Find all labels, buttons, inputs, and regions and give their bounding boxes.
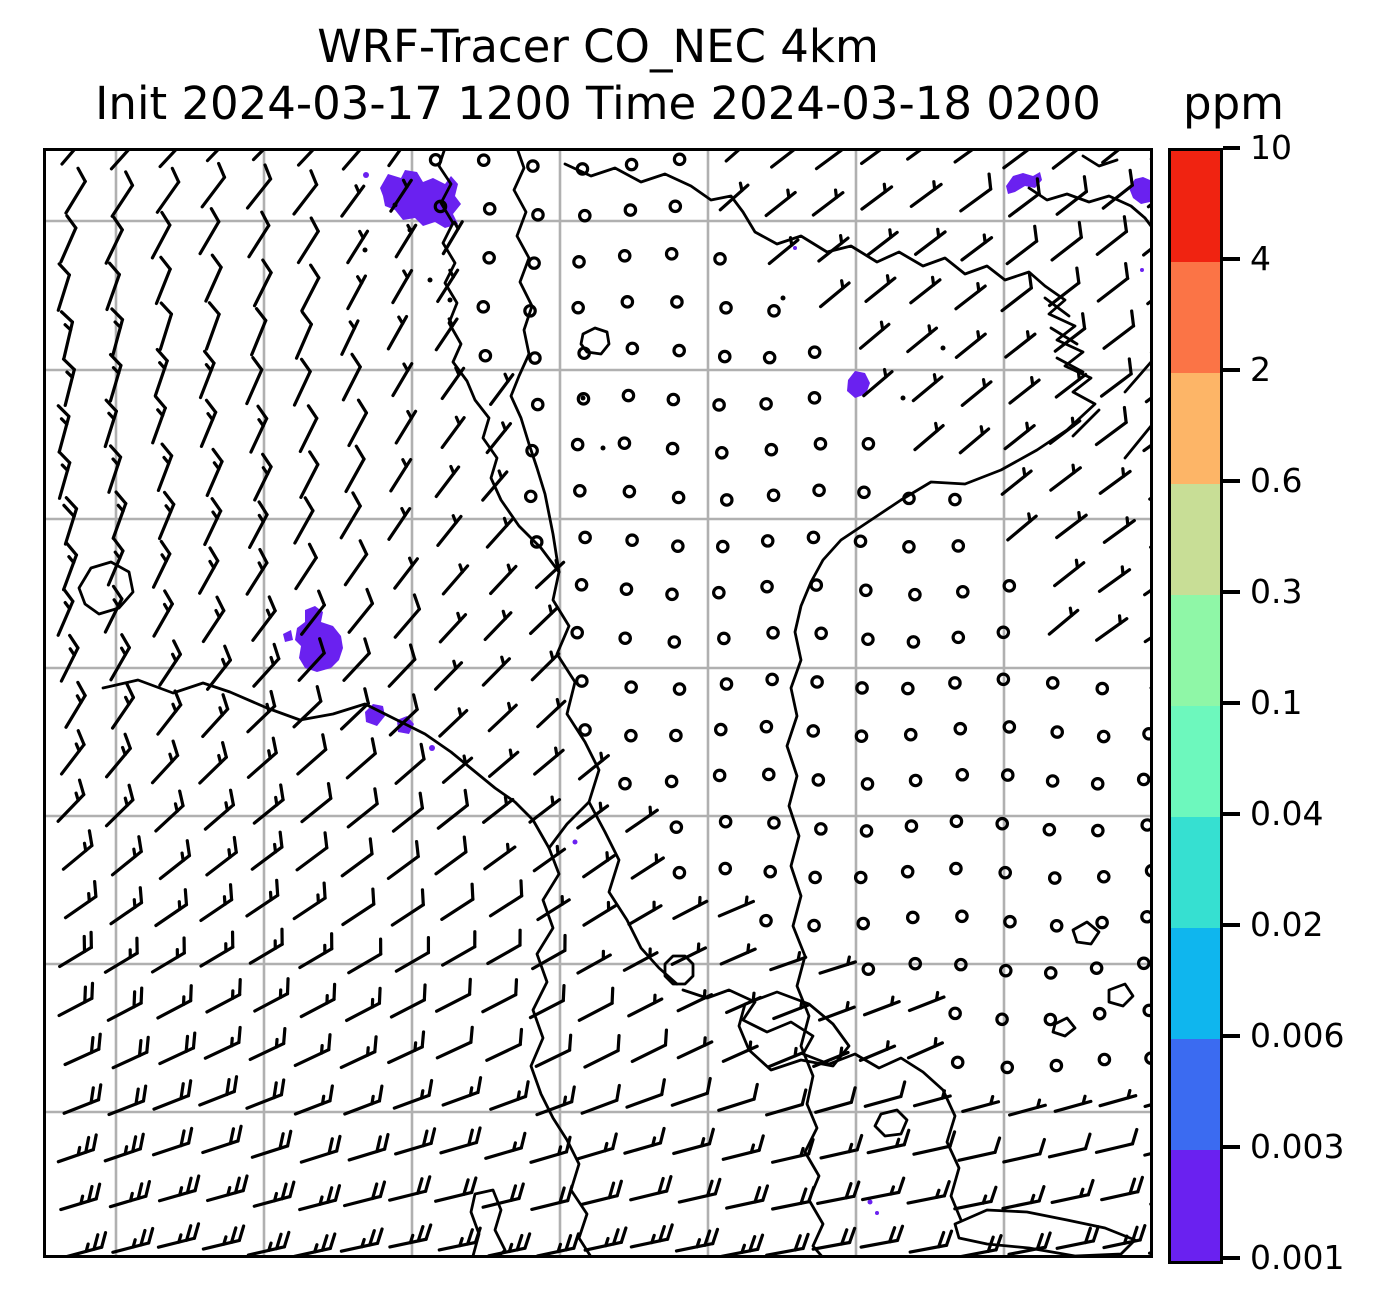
map-border	[43, 148, 1153, 1258]
colorbar-segment	[1171, 373, 1220, 484]
colorbar-tick-label: 0.003	[1250, 1127, 1345, 1166]
colorbar-tick-mark	[1223, 368, 1240, 372]
colorbar-segment	[1171, 706, 1220, 817]
colorbar-tick-mark	[1223, 701, 1240, 705]
wind-barbs	[56, 148, 1153, 1258]
colorbar-tick-label: 0.6	[1250, 461, 1303, 500]
colorbar-tick-mark	[1223, 812, 1240, 816]
colorbar-tick-mark	[1223, 479, 1240, 483]
colorbar-tick-mark	[1223, 1145, 1240, 1149]
colorbar-segment	[1171, 928, 1220, 1039]
colorbar-segment	[1171, 1150, 1220, 1261]
colorbar-tick-mark	[1223, 590, 1240, 594]
colorbar-tick-mark	[1223, 1034, 1240, 1038]
colorbar-segment	[1171, 151, 1220, 262]
colorbar-tick-label: 4	[1250, 239, 1271, 278]
colorbar-tick-mark	[1223, 146, 1240, 150]
map-background	[43, 148, 1153, 1258]
colorbar-tick-label: 10	[1250, 128, 1292, 167]
map-plot	[43, 148, 1153, 1258]
latlon-gridlines	[43, 148, 1153, 1258]
colorbar-segment	[1171, 595, 1220, 706]
colorbar-tick-label: 2	[1250, 350, 1271, 389]
figure-subtitle: Init 2024-03-17 1200 Time 2024-03-18 020…	[95, 77, 1101, 130]
colorbar-segment	[1171, 1039, 1220, 1150]
colorbar-tick-mark	[1223, 257, 1240, 261]
colorbar-tick-label: 0.04	[1250, 794, 1324, 833]
colorbar-segment	[1171, 262, 1220, 373]
colorbar-segment	[1171, 817, 1220, 928]
colorbar-tick-label: 0.3	[1250, 572, 1303, 611]
colorbar-tick-label: 0.006	[1250, 1016, 1345, 1055]
colorbar-segment	[1171, 484, 1220, 595]
tracer-patches	[283, 170, 1150, 1215]
colorbar-tick-label: 0.001	[1250, 1238, 1345, 1277]
colorbar	[1168, 148, 1223, 1264]
colorbar-tick-mark	[1223, 923, 1240, 927]
colorbar-unit-label: ppm	[1183, 77, 1284, 130]
figure-title: WRF-Tracer CO_NEC 4km	[317, 20, 879, 73]
colorbar-tick-mark	[1223, 1256, 1240, 1260]
colorbar-tick-label: 0.1	[1250, 683, 1303, 722]
colorbar-tick-label: 0.02	[1250, 905, 1324, 944]
